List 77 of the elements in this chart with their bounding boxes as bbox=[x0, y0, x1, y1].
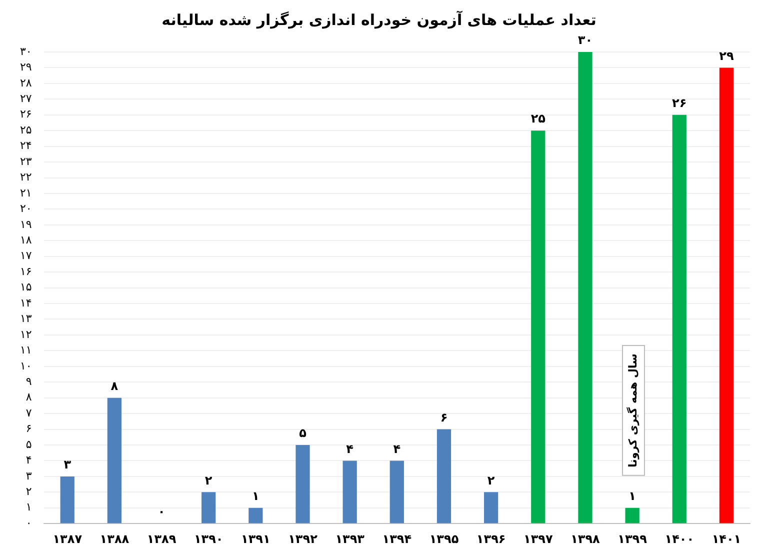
annotation: سال همه گیری کرونا bbox=[626, 354, 640, 468]
y-tick-label: ۲۱ bbox=[20, 186, 32, 200]
x-tick-label: ۱۳۹۳ bbox=[335, 532, 366, 546]
data-label: ۴ bbox=[346, 442, 354, 456]
bar bbox=[248, 508, 263, 524]
x-tick-label: ۱۴۰۰ bbox=[664, 532, 694, 546]
data-label: ۱ bbox=[252, 489, 260, 504]
chart-title: تعداد عملیات های آزمون خودراه اندازی برگزار شده سالیانه bbox=[162, 10, 596, 29]
data-label: ۸ bbox=[110, 378, 119, 393]
y-tick-label: ۱۲ bbox=[20, 328, 32, 341]
y-tick-label: ۱۴ bbox=[20, 296, 32, 310]
data-label: ۲ bbox=[487, 473, 496, 488]
y-tick-label: ۱ bbox=[26, 500, 32, 514]
y-tick-label: ۲۹ bbox=[20, 60, 32, 74]
data-label: ۵ bbox=[299, 426, 306, 440]
data-label: ۳۰ bbox=[578, 33, 593, 48]
x-tick-label: ۱۳۹۶ bbox=[476, 532, 506, 546]
bar bbox=[202, 492, 216, 524]
x-tick-label: ۱۴۰۱ bbox=[712, 532, 742, 546]
y-tick-label: ۲۶ bbox=[20, 108, 32, 121]
bar bbox=[578, 52, 592, 524]
y-tick-label: ۱۰ bbox=[20, 359, 32, 372]
bar bbox=[342, 460, 357, 524]
y-tick-label: ۸ bbox=[26, 390, 32, 404]
x-tick-label: ۱۳۹۷ bbox=[523, 532, 554, 546]
y-tick-label: ۲۰ bbox=[20, 202, 32, 216]
data-label: ۲۵ bbox=[530, 112, 546, 126]
y-tick-label: ۵ bbox=[26, 438, 32, 451]
x-tick-label: ۱۳۸۸ bbox=[100, 532, 130, 546]
y-tick-label: ۲۸ bbox=[20, 76, 32, 90]
x-tick-label: ۱۳۹۹ bbox=[618, 532, 648, 546]
y-tick-label: ۲۷ bbox=[20, 92, 32, 106]
x-tick-label: ۱۳۸۷ bbox=[52, 532, 83, 546]
y-tick-label: ۱۹ bbox=[20, 218, 32, 231]
y-tick-label: ۱۵ bbox=[20, 280, 32, 294]
bar bbox=[625, 508, 640, 524]
x-tick-label: ۱۳۹۵ bbox=[429, 532, 459, 546]
y-tick-label: ۲۵ bbox=[20, 123, 32, 136]
bar bbox=[60, 476, 74, 524]
bar bbox=[484, 492, 498, 524]
data-label: ۰ bbox=[158, 504, 166, 519]
y-tick-label: ۳۰ bbox=[20, 44, 32, 58]
x-tick-label: ۱۳۹۰ bbox=[194, 532, 224, 546]
bar bbox=[719, 68, 734, 524]
data-label: ۱ bbox=[628, 489, 636, 504]
y-tick-label: ۲۴ bbox=[20, 139, 32, 152]
x-tick-label: ۱۳۸۹ bbox=[146, 532, 177, 546]
y-tick-label: ۱۱ bbox=[20, 344, 32, 357]
y-tick-label: ۲۲ bbox=[20, 170, 32, 184]
y-tick-label: ۱۳ bbox=[20, 312, 32, 326]
y-tick-label: ۰ bbox=[26, 516, 32, 530]
data-label: ۴ bbox=[393, 442, 401, 456]
bar bbox=[531, 130, 546, 524]
x-tick-label: ۱۳۹۴ bbox=[382, 532, 412, 546]
x-tick-label: ۱۳۹۸ bbox=[570, 532, 601, 546]
x-tick-label: ۱۳۹۲ bbox=[288, 532, 318, 546]
y-tick-label: ۲۳ bbox=[20, 154, 32, 168]
y-tick-label: ۱۷ bbox=[20, 249, 32, 262]
y-tick-label: ۲ bbox=[26, 485, 32, 498]
y-tick-label: ۳ bbox=[26, 469, 32, 482]
y-tick-label: ۷ bbox=[26, 406, 32, 420]
y-tick-label: ۶ bbox=[26, 422, 32, 436]
y-tick-label: ۴ bbox=[26, 454, 32, 467]
data-label: ۲ bbox=[204, 473, 213, 488]
data-label: ۳ bbox=[64, 458, 72, 472]
bar bbox=[296, 445, 310, 524]
bar bbox=[436, 429, 452, 524]
bar bbox=[390, 460, 404, 524]
bar bbox=[107, 398, 122, 524]
data-label: ۲۹ bbox=[719, 48, 734, 63]
y-tick-label: ۱۸ bbox=[20, 234, 32, 246]
y-tick-label: ۱۶ bbox=[20, 264, 32, 278]
x-tick-label: ۱۳۹۱ bbox=[241, 532, 270, 546]
y-tick-label: ۹ bbox=[26, 374, 32, 388]
bar bbox=[672, 114, 686, 524]
data-label: ۲۶ bbox=[672, 96, 687, 110]
data-label: ۶ bbox=[440, 410, 448, 424]
